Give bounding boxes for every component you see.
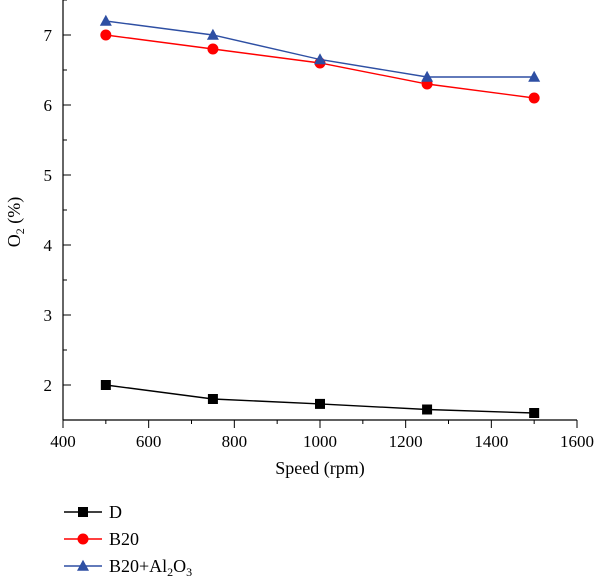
legend-label-text: B20 bbox=[109, 529, 139, 549]
legend: D B20 B20+Al2O3 bbox=[64, 502, 192, 579]
x-tick-label: 1400 bbox=[474, 432, 508, 451]
series-line bbox=[105, 20, 535, 78]
legend-label-text: B20+Al bbox=[109, 556, 167, 576]
x-axis: 400 600 800 1000 1200 1400 1600 bbox=[50, 420, 594, 451]
legend-label-text: D bbox=[109, 502, 122, 522]
legend-label-text: O bbox=[173, 556, 186, 576]
circle-marker bbox=[77, 533, 89, 545]
legend-label-subscript: 3 bbox=[186, 565, 192, 579]
square-marker bbox=[100, 380, 111, 390]
x-tick-label: 800 bbox=[222, 432, 248, 451]
y-tick-label: 2 bbox=[44, 376, 53, 395]
triangle-marker bbox=[77, 559, 89, 571]
y-axis-title-sub: 2 bbox=[13, 228, 27, 234]
x-axis-title: Speed (rpm) bbox=[275, 458, 364, 479]
x-tick-label: 600 bbox=[136, 432, 162, 451]
triangle-marker bbox=[528, 70, 541, 82]
y-tick-label: 6 bbox=[44, 96, 53, 115]
legend-label: B20+Al2O3 bbox=[109, 556, 192, 579]
circle-marker bbox=[528, 92, 540, 104]
series-2 bbox=[100, 29, 540, 104]
legend-item: D bbox=[64, 502, 122, 522]
legend-item: B20 bbox=[64, 529, 139, 549]
triangle-marker bbox=[421, 70, 434, 82]
y-axis: 2 3 4 5 6 7 bbox=[44, 0, 71, 421]
series-1 bbox=[100, 380, 540, 418]
x-tick-label: 1200 bbox=[389, 432, 423, 451]
square-marker bbox=[315, 398, 325, 409]
legend-label-subscript: 2 bbox=[167, 565, 173, 579]
y-axis-title-main: O bbox=[4, 234, 24, 247]
triangle-marker bbox=[314, 53, 326, 65]
legend-item: B20+Al2O3 bbox=[64, 556, 192, 579]
y-axis-title: O2 (%) bbox=[4, 197, 27, 247]
square-marker bbox=[422, 404, 433, 415]
legend-label: B20 bbox=[109, 529, 139, 549]
y-tick-label: 4 bbox=[44, 236, 53, 255]
y-tick-label: 5 bbox=[44, 166, 53, 185]
square-marker bbox=[78, 507, 88, 517]
square-marker bbox=[207, 394, 218, 404]
x-tick-label: 400 bbox=[50, 432, 76, 451]
square-marker bbox=[529, 408, 540, 418]
y-tick-label: 3 bbox=[44, 306, 53, 325]
triangle-marker bbox=[99, 14, 112, 26]
series-layer bbox=[99, 14, 541, 418]
y-tick-label: 7 bbox=[44, 26, 53, 45]
series-3 bbox=[99, 14, 541, 82]
circle-marker bbox=[207, 43, 219, 55]
y-axis-title-rest: (%) bbox=[4, 197, 25, 228]
legend-label: D bbox=[109, 502, 122, 522]
x-tick-label: 1600 bbox=[560, 432, 594, 451]
x-tick-label: 1000 bbox=[303, 432, 337, 451]
triangle-marker bbox=[206, 28, 219, 40]
circle-marker bbox=[100, 29, 112, 41]
